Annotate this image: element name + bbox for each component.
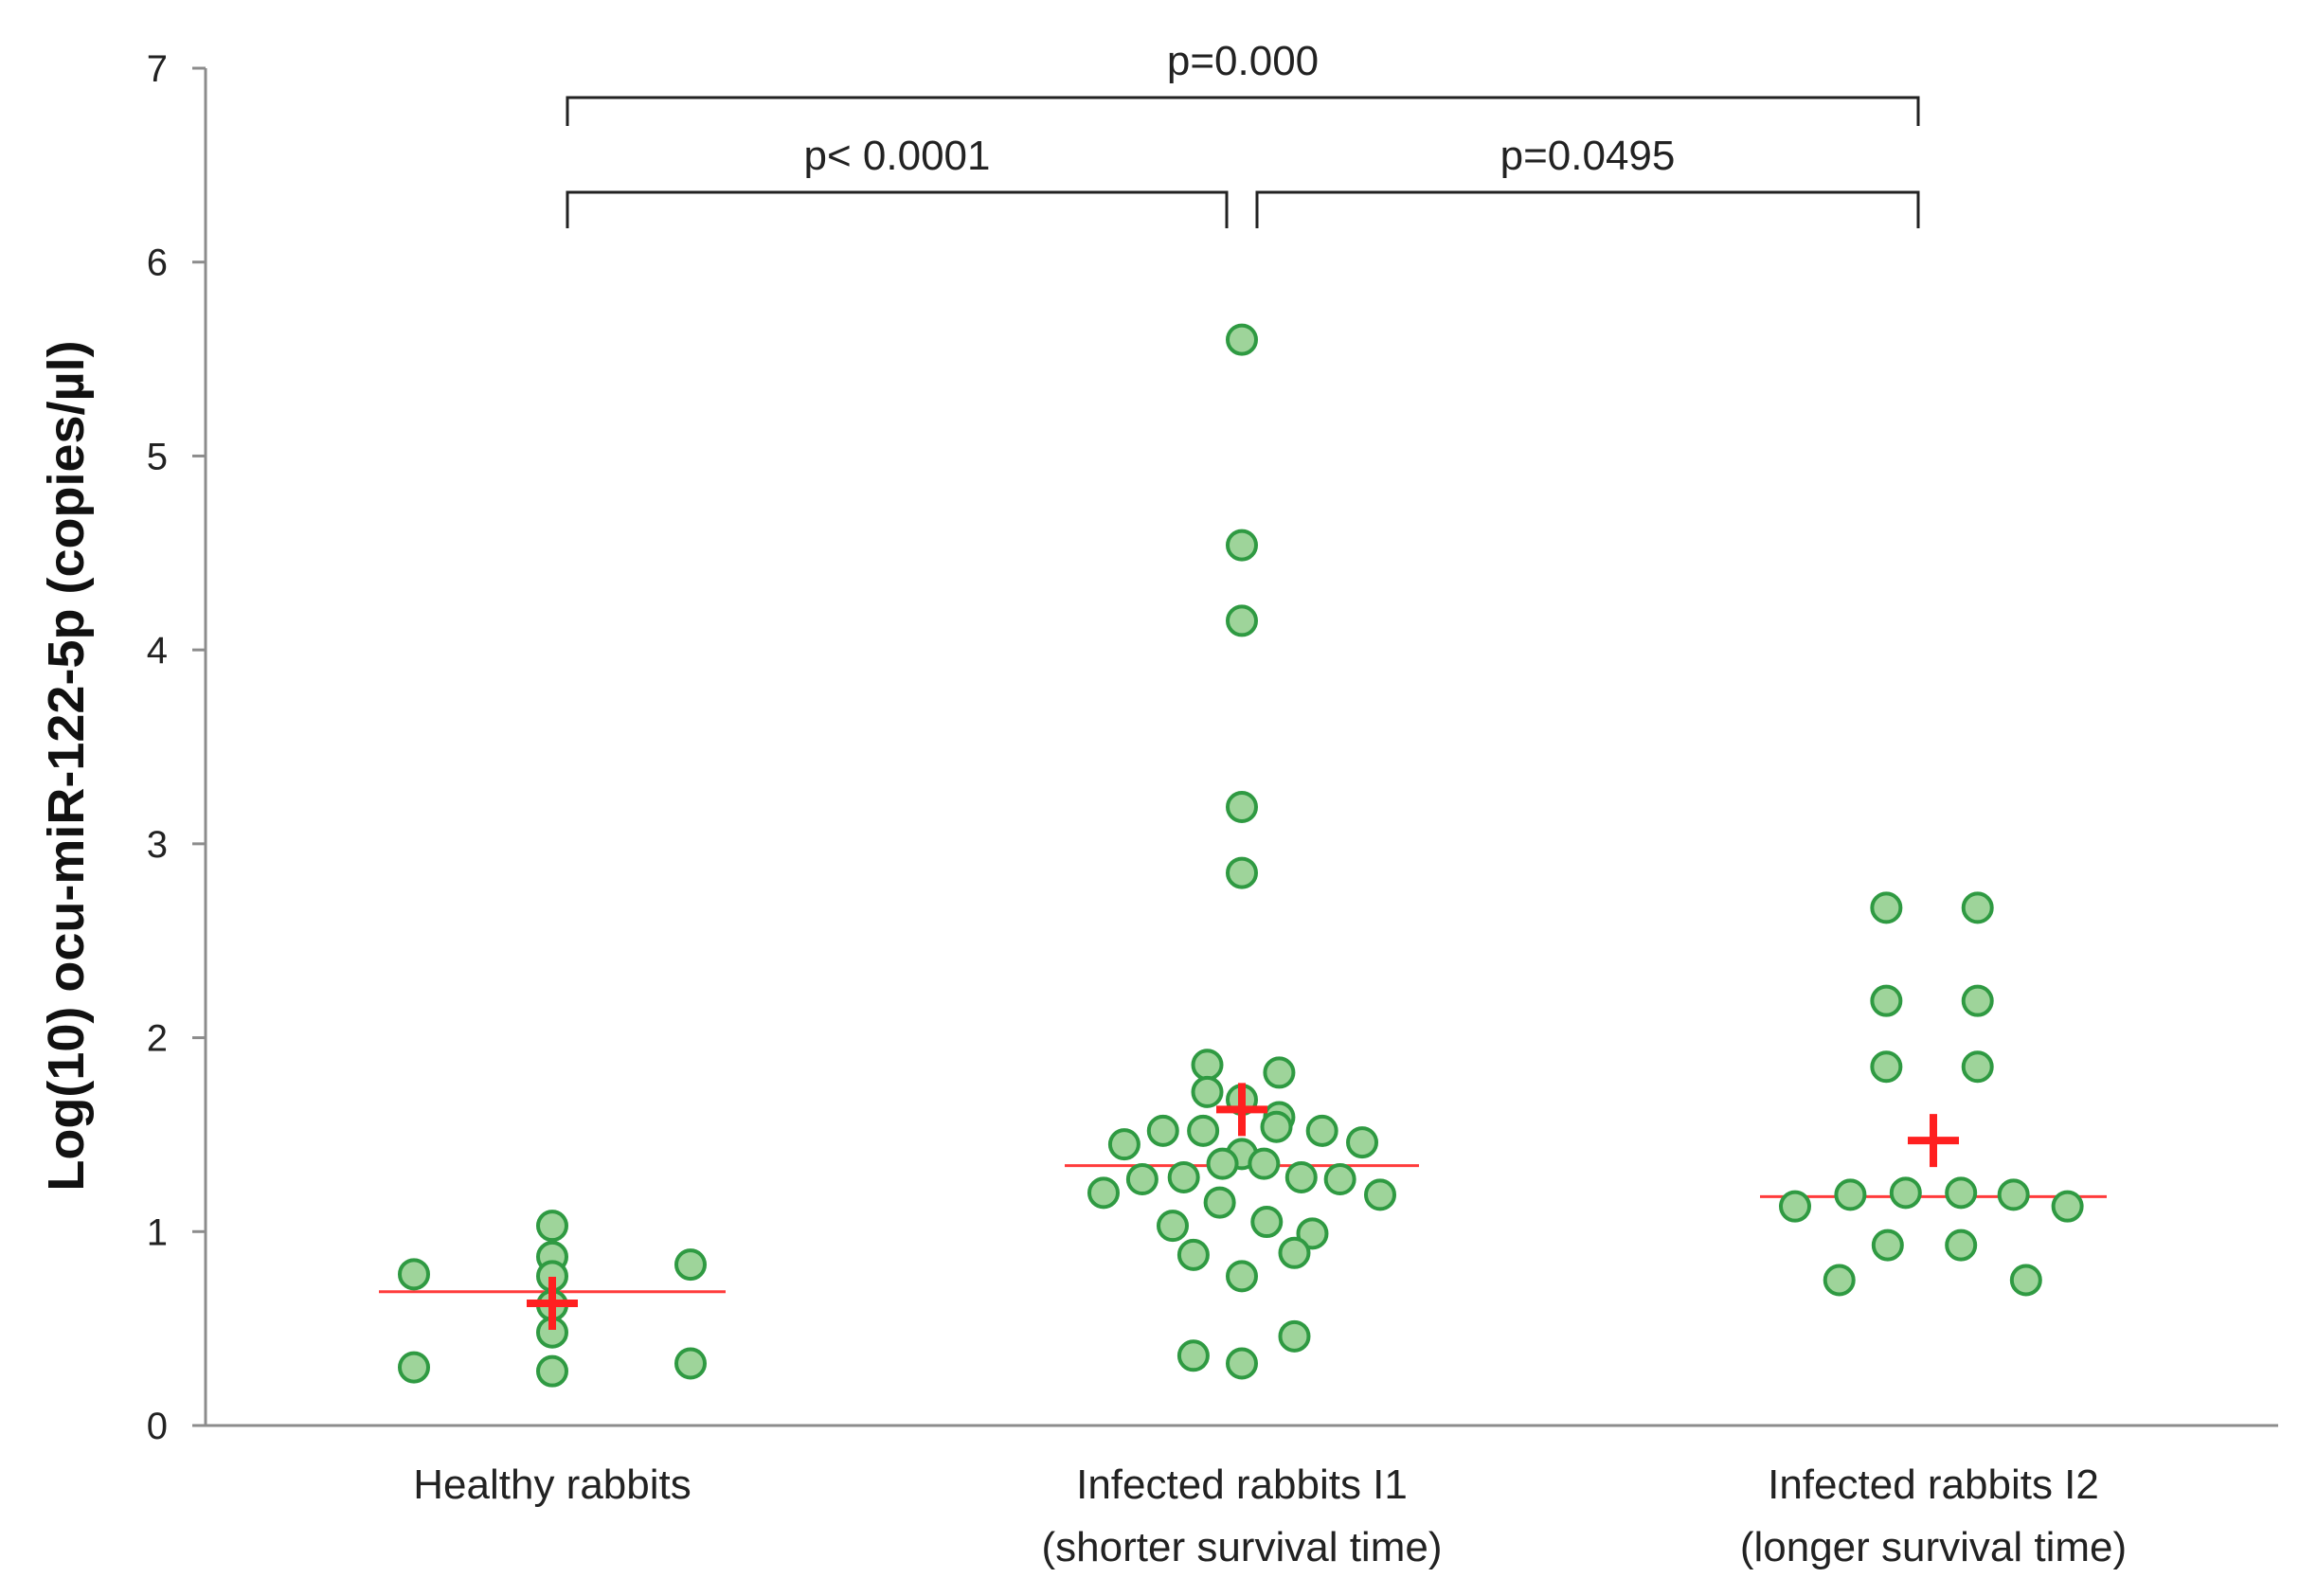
data-point <box>1226 323 1258 356</box>
data-point <box>1125 1163 1158 1196</box>
y-tick-label: 5 <box>147 436 168 477</box>
data-point <box>1945 1228 1978 1262</box>
axes: 0 1 2 3 4 5 6 7 <box>147 48 2278 1447</box>
x-category-label: Infected rabbits I1 <box>1076 1462 1408 1508</box>
p-value-label: p=0.0495 <box>1500 133 1676 179</box>
significance-bracket <box>1255 190 1920 228</box>
p-value-label: p=0.000 <box>1167 38 1319 84</box>
significance-brackets: p=0.000 p< 0.0001 p=0.0495 <box>566 38 1920 228</box>
data-point <box>1834 1178 1867 1211</box>
data-point <box>1107 1128 1141 1161</box>
data-point <box>1961 1050 1994 1084</box>
data-point <box>1248 1147 1281 1180</box>
data-point <box>1870 984 1903 1017</box>
data-point <box>1889 1176 1922 1210</box>
y-tick-label: 6 <box>147 242 168 284</box>
data-point <box>1364 1178 1396 1211</box>
data-point <box>1187 1114 1220 1147</box>
data-point <box>1871 1228 1904 1262</box>
data-point <box>1250 1206 1284 1239</box>
data-point <box>1284 1160 1318 1193</box>
y-tick-label: 1 <box>147 1211 168 1253</box>
y-tick-label: 4 <box>147 630 168 672</box>
data-point <box>1823 1264 1856 1297</box>
data-point <box>536 1210 568 1243</box>
x-category-label: Infected rabbits I2 <box>1768 1462 2099 1508</box>
mean-marker <box>1216 1083 1267 1137</box>
data-point <box>1779 1190 1811 1223</box>
mean-markers <box>527 1083 1959 1331</box>
data-point <box>1226 790 1258 823</box>
data-point <box>1346 1126 1379 1159</box>
x-category-label: (longer survival time) <box>1740 1524 2127 1570</box>
data-point <box>1870 891 1903 924</box>
y-tick-label: 2 <box>147 1018 168 1060</box>
data-point <box>398 1351 430 1384</box>
data-point <box>1191 1049 1224 1082</box>
data-points <box>398 323 2084 1388</box>
data-point <box>2051 1190 2084 1223</box>
significance-bracket <box>566 190 1229 228</box>
data-point <box>1870 1050 1903 1084</box>
data-point <box>1961 891 1994 924</box>
data-point <box>1157 1210 1189 1243</box>
data-point <box>1260 1110 1293 1143</box>
data-point <box>1226 604 1258 637</box>
data-point <box>1226 1347 1258 1380</box>
data-point <box>1961 984 1994 1017</box>
y-tick-label: 0 <box>147 1406 168 1447</box>
mean-marker <box>1908 1114 1959 1168</box>
data-point <box>1146 1114 1179 1147</box>
data-point <box>1323 1163 1356 1196</box>
data-point <box>674 1248 707 1282</box>
data-point <box>536 1354 568 1388</box>
significance-bracket <box>566 96 1920 126</box>
data-point <box>1945 1176 1978 1210</box>
data-point <box>2009 1264 2042 1297</box>
data-point <box>1278 1236 1311 1269</box>
data-point <box>1296 1217 1329 1250</box>
p-value-label: p< 0.0001 <box>804 133 991 179</box>
data-point <box>1087 1176 1120 1210</box>
data-point <box>1305 1114 1338 1147</box>
data-point <box>1997 1178 2030 1211</box>
data-point <box>1191 1075 1224 1108</box>
data-point <box>1176 1339 1210 1372</box>
y-tick-label: 7 <box>147 48 168 90</box>
data-point <box>1176 1238 1210 1271</box>
data-point <box>1226 856 1258 889</box>
y-axis-title: Log(10) ocu-miR-122-5p (copies/µl) <box>38 340 95 1191</box>
mean-marker <box>527 1277 578 1331</box>
data-point <box>398 1258 430 1291</box>
data-point <box>1167 1160 1200 1193</box>
data-point <box>1203 1186 1236 1219</box>
data-point <box>1263 1056 1296 1089</box>
data-point <box>674 1347 707 1380</box>
data-point <box>1226 529 1258 562</box>
y-tick-label: 3 <box>147 824 168 866</box>
data-point <box>1278 1319 1311 1353</box>
x-category-label: (shorter survival time) <box>1042 1524 1443 1570</box>
data-point <box>1226 1260 1258 1293</box>
data-point <box>1206 1147 1239 1180</box>
x-category-label: Healthy rabbits <box>413 1462 691 1508</box>
labels: Log(10) ocu-miR-122-5p (copies/µl) Health… <box>38 340 2127 1570</box>
